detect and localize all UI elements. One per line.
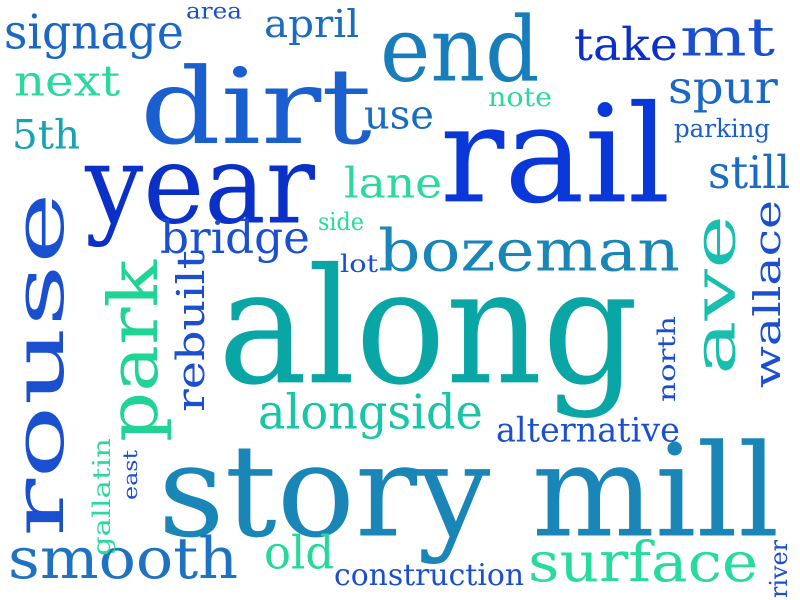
word-5th: 5th [12,111,81,159]
word-year: year [85,120,316,249]
word-ave: ave [680,214,749,375]
word-river: river [764,539,793,598]
word-use: use [364,91,434,139]
word-side: side [318,207,364,236]
word-surface: surface [528,530,759,595]
word-rouse: rouse [0,192,80,537]
word-spur: spur [668,60,778,114]
word-parking: parking [674,113,771,143]
word-smooth: smooth [8,524,239,592]
word-dirt: dirt [140,45,372,169]
word-signage: signage [4,3,184,60]
word-lot: lot [340,249,379,278]
word-gallatin: gallatin [87,438,116,556]
word-north: north [652,315,681,402]
word-rail: rail [440,75,671,234]
word-alongside: alongside [258,383,483,440]
word-along: along [218,233,639,421]
word-note: note [488,81,552,113]
word-old: old [264,525,335,580]
word-lane: lane [344,158,443,208]
word-area: area [186,0,243,24]
word-construction: construction [334,557,525,593]
word-mt: mt [680,7,776,69]
word-story-mill: story mill [158,416,780,567]
word-rebuilt: rebuilt [168,250,214,412]
word-still: still [708,145,791,199]
word-next: next [14,56,121,106]
word-end: end [380,0,540,103]
word-park: park [93,259,174,442]
word-bridge: bridge [160,210,311,264]
word-april: april [264,1,360,47]
word-bozeman: bozeman [378,216,680,285]
word-wallace: wallace [746,200,789,388]
word-take: take [574,17,678,71]
word-east: east [118,449,142,500]
word-alternative: alternative [496,409,680,450]
